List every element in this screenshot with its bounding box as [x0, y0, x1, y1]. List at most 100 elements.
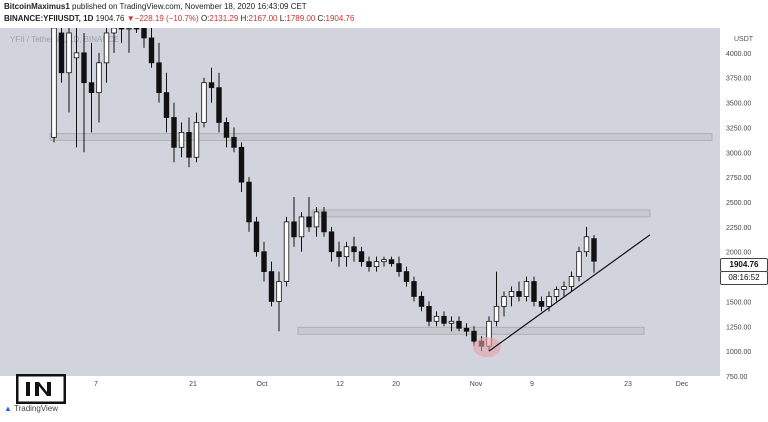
candle [201, 77, 207, 128]
candle [411, 276, 417, 302]
candle-body [418, 296, 425, 307]
publish-line: published on TradingView.com, November 1… [72, 2, 307, 11]
x-tick-label: 23 [624, 381, 632, 388]
candle [313, 206, 320, 237]
low-label: L: [279, 14, 287, 23]
y-tick-label: 3000.00 [726, 150, 751, 157]
candle-body [516, 291, 522, 297]
candle-body [561, 286, 567, 290]
candle-body [51, 28, 57, 138]
candle-body [171, 117, 177, 148]
x-tick-label: Dec [676, 381, 689, 388]
candle [208, 67, 215, 103]
price-axis[interactable]: 4000.00 3750.00 3500.00 3250.00 3000.00 2750.… [726, 51, 751, 381]
candle [583, 226, 590, 257]
candle [216, 72, 222, 133]
candle-body [306, 216, 312, 228]
candle-body [58, 32, 65, 74]
candle-body [381, 259, 387, 263]
candle [568, 271, 575, 292]
candle-body [433, 315, 440, 322]
candle-body [268, 271, 275, 302]
candle-body [208, 82, 215, 89]
tradingview-icon: ▲ [4, 404, 12, 413]
candle-body [576, 251, 582, 277]
open-value: 2131.29 [209, 14, 239, 23]
y-tick-label: 2500.00 [726, 200, 751, 207]
candle [133, 28, 140, 33]
zone-layer [49, 132, 713, 335]
y-tick-label: 3250.00 [726, 125, 751, 132]
candle-body [508, 291, 515, 297]
x-tick-label: 9 [530, 381, 534, 388]
candle-body [553, 289, 560, 297]
y-tick-label: 1000.00 [726, 349, 751, 356]
candle-body [126, 28, 132, 30]
candle [426, 301, 432, 327]
candle [246, 177, 252, 232]
x-tick-label: 20 [392, 381, 400, 388]
beincrypto-logo-icon [16, 374, 66, 404]
x-tick-label: 7 [94, 381, 98, 388]
x-tick-label: 12 [336, 381, 344, 388]
candle-body [103, 32, 110, 64]
candle [73, 28, 80, 148]
candle-body [81, 52, 87, 84]
candle [523, 276, 530, 302]
candle [88, 42, 95, 133]
candle-body [73, 52, 80, 59]
candle-body [291, 221, 297, 238]
candle [261, 241, 267, 282]
candle [238, 142, 245, 193]
candle [163, 72, 170, 133]
candle [441, 311, 447, 327]
close-value: 1904.76 [325, 14, 355, 23]
price-chart[interactable]: YFII / TetherUS, 1D, BINANCE 4000.00 3750… [0, 28, 768, 388]
candle-body [313, 211, 320, 228]
candle [418, 291, 425, 312]
last-price: 1904.76 [95, 14, 125, 23]
candle-body [321, 211, 327, 233]
candle [508, 286, 515, 307]
candle-body [568, 276, 575, 287]
close-label: C: [317, 14, 326, 23]
candle [501, 291, 507, 317]
candle-body [471, 330, 477, 342]
candle [561, 281, 567, 297]
candle [81, 32, 87, 153]
candle-body [583, 236, 590, 253]
candle [553, 286, 560, 302]
time-axis[interactable]: 7 21 Oct 12 20 Nov 9 23 Dec [94, 381, 689, 388]
candle-body [456, 320, 462, 329]
tradingview-logo[interactable]: ▲ TradingView [4, 404, 58, 413]
candle [373, 256, 380, 272]
author-name[interactable]: BitcoinMaximus1 [4, 2, 70, 11]
candle [381, 256, 387, 267]
candle-body [403, 271, 410, 282]
candle [306, 197, 312, 232]
candle [178, 122, 185, 158]
candle-body [223, 122, 230, 138]
candle-body [501, 296, 507, 307]
candle [358, 246, 365, 267]
x-tick-label: Oct [257, 381, 268, 388]
candle-body [201, 82, 207, 123]
candle-body [163, 92, 170, 118]
candle-body [388, 259, 395, 265]
candle [126, 28, 132, 53]
horizontal-zone [49, 132, 713, 141]
candle-body [366, 261, 372, 268]
high-value: 2167.00 [248, 14, 278, 23]
plot-area[interactable] [0, 28, 720, 376]
candle-body [141, 28, 147, 39]
high-label: H: [240, 14, 249, 23]
candle-body [261, 251, 267, 272]
candle [388, 256, 395, 267]
candle-body [441, 315, 447, 324]
candle-body [396, 263, 402, 273]
candle-body [328, 231, 335, 253]
candle [253, 216, 260, 257]
candle-body [96, 62, 102, 94]
low-value: 1789.00 [286, 14, 316, 23]
candle-body [591, 238, 597, 262]
